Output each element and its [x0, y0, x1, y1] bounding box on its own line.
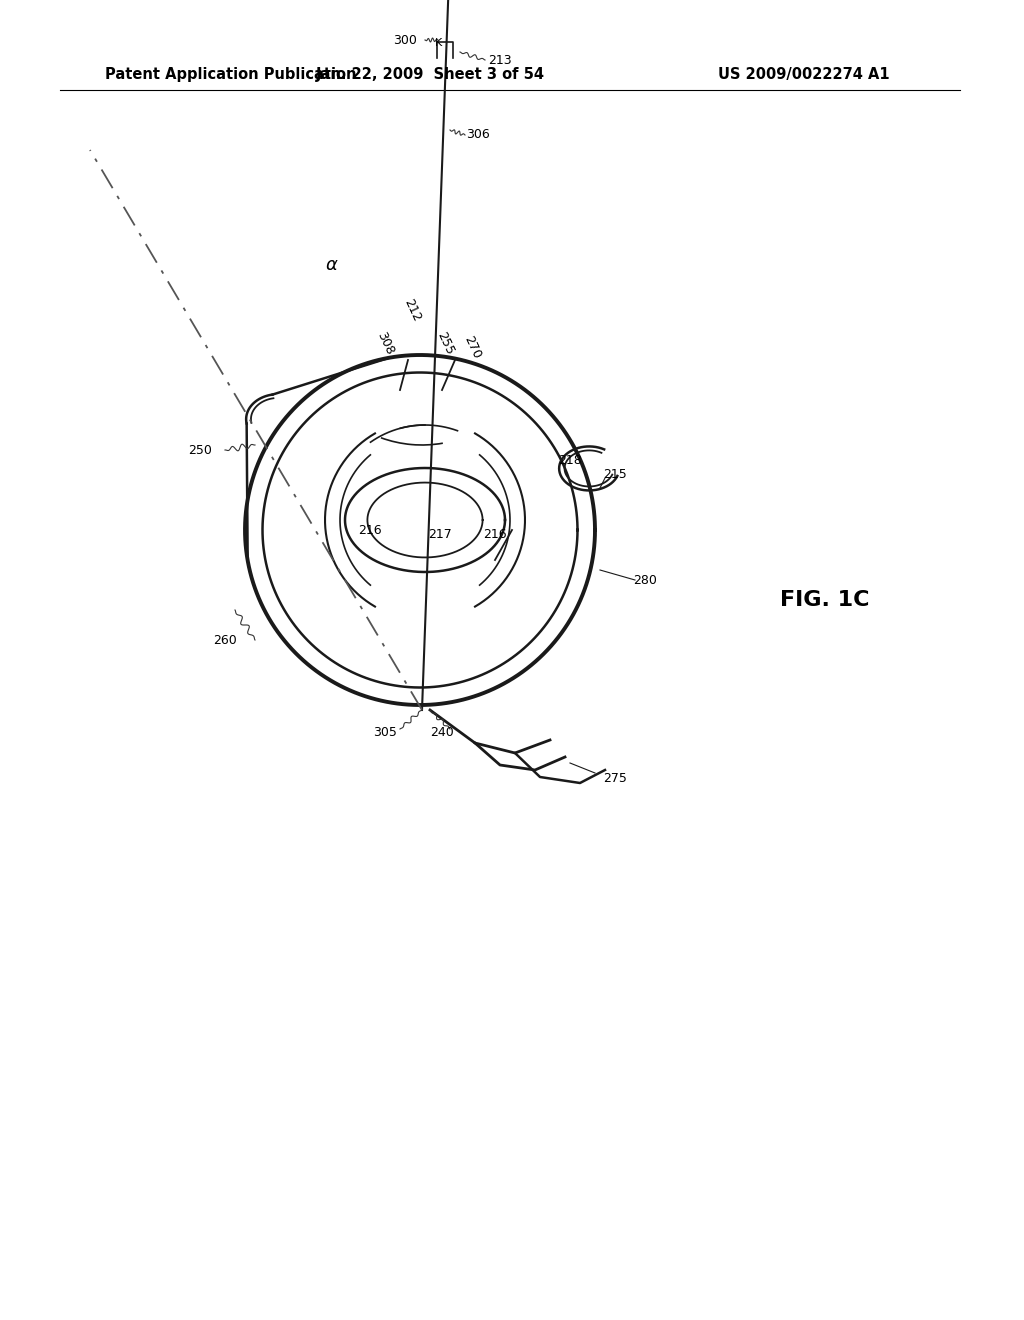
Text: 250: 250: [188, 444, 212, 457]
Text: $\alpha$: $\alpha$: [326, 256, 339, 275]
Text: 240: 240: [430, 726, 454, 739]
Text: 217: 217: [428, 528, 452, 541]
Text: 260: 260: [213, 634, 237, 647]
Text: 270: 270: [461, 334, 483, 360]
Text: K: K: [434, 38, 441, 48]
Text: 300: 300: [393, 33, 417, 46]
Text: 308: 308: [374, 330, 396, 356]
Text: 218: 218: [558, 454, 582, 466]
Text: Patent Application Publication: Patent Application Publication: [105, 67, 356, 82]
Text: 280: 280: [633, 573, 657, 586]
Text: 216: 216: [358, 524, 382, 536]
Text: 305: 305: [373, 726, 397, 739]
Text: 213: 213: [488, 54, 512, 66]
Text: 216: 216: [483, 528, 507, 541]
Text: 215: 215: [603, 469, 627, 482]
Text: FIG. 1C: FIG. 1C: [780, 590, 869, 610]
Text: 306: 306: [466, 128, 489, 141]
Text: 275: 275: [603, 771, 627, 784]
Text: 212: 212: [401, 297, 423, 323]
Text: 255: 255: [434, 330, 456, 356]
Text: US 2009/0022274 A1: US 2009/0022274 A1: [719, 67, 890, 82]
Text: Jan. 22, 2009  Sheet 3 of 54: Jan. 22, 2009 Sheet 3 of 54: [315, 67, 545, 82]
